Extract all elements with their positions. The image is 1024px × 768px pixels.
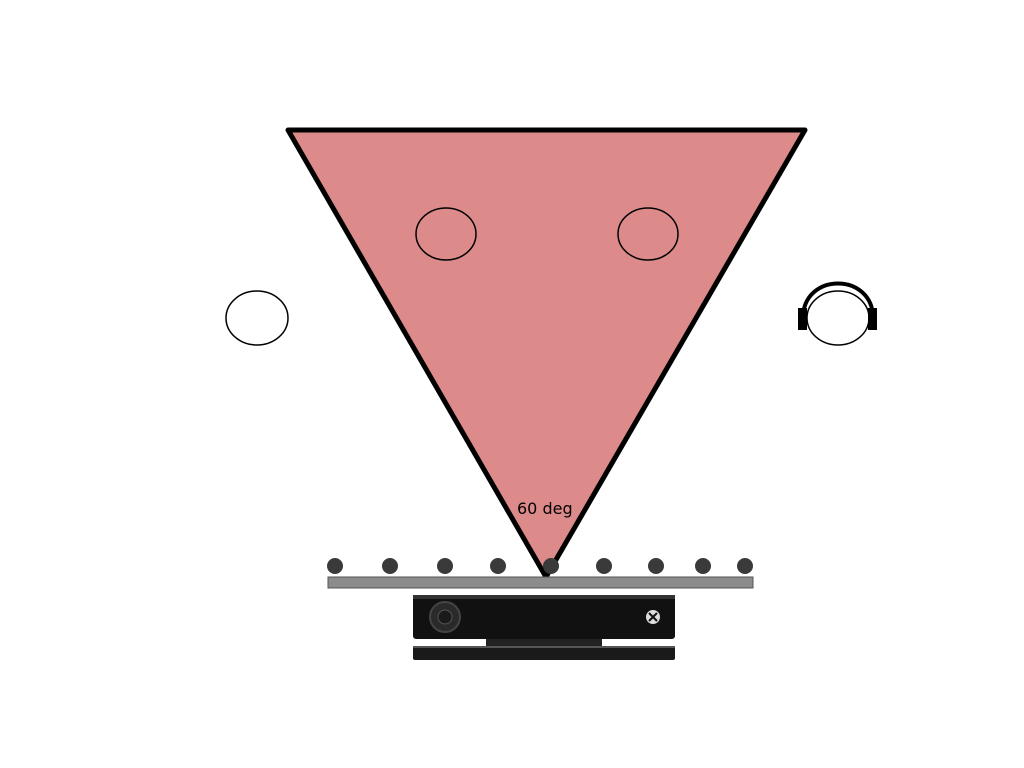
sensor-neck xyxy=(486,639,602,647)
sensor-body-highlight xyxy=(413,595,675,599)
microphone-bar xyxy=(327,576,754,589)
sensor-stand-highlight xyxy=(413,646,675,648)
kinect-sensor xyxy=(413,595,675,660)
microphone-dot xyxy=(737,558,753,574)
sensor-stand xyxy=(413,646,675,660)
person-head-left-in-view xyxy=(415,207,477,261)
person-head-outside-right xyxy=(806,290,870,346)
sensor-body xyxy=(413,595,675,639)
angle-label: 60 deg xyxy=(517,499,573,518)
microphone-dot xyxy=(327,558,343,574)
microphone-dot xyxy=(695,558,711,574)
person-head-right-in-view xyxy=(617,207,679,261)
microphone-dot xyxy=(543,558,559,574)
xbox-logo-mark xyxy=(648,612,658,622)
person-head-outside-left xyxy=(225,290,289,346)
headphone-left-cup xyxy=(798,308,807,330)
person-with-headphones xyxy=(798,281,877,346)
headphone-right-cup xyxy=(868,308,877,330)
microphone-array xyxy=(327,558,754,589)
camera-lens-inner xyxy=(437,609,453,625)
microphone-dot xyxy=(648,558,664,574)
microphone-dot xyxy=(382,558,398,574)
microphone-dot xyxy=(437,558,453,574)
microphone-dot xyxy=(596,558,612,574)
headphones-icon xyxy=(801,281,875,319)
microphone-dot xyxy=(490,558,506,574)
